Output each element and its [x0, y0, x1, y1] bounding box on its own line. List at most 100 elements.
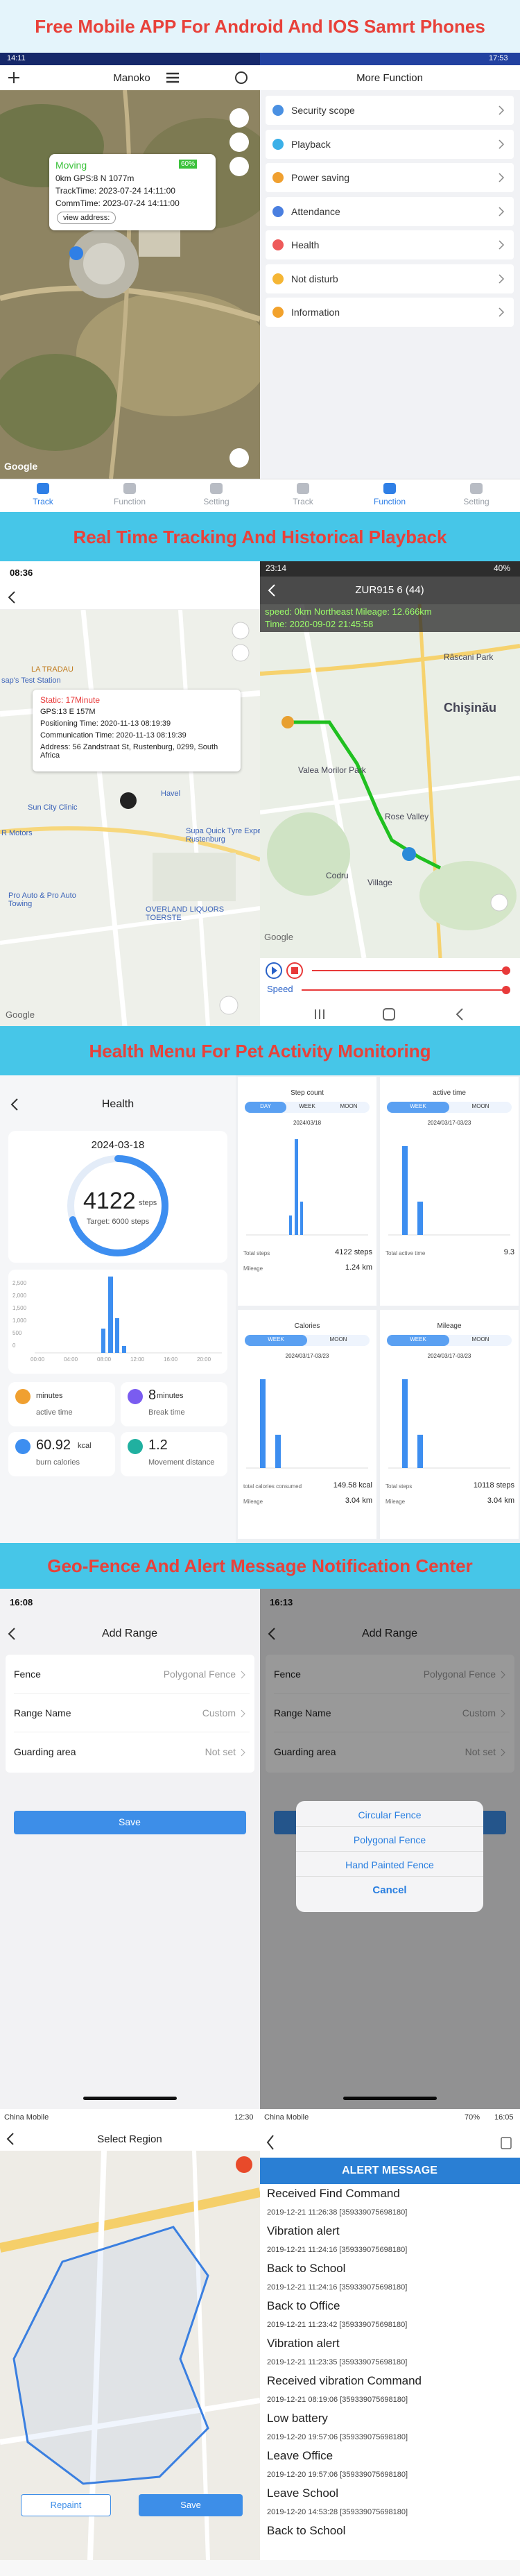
stat-label: Break time — [148, 1408, 185, 1417]
shape — [241, 1709, 245, 1718]
chevron — [501, 1748, 506, 1757]
row-label: Total active time — [385, 1250, 426, 1256]
save-button — [139, 2494, 243, 2516]
shape — [241, 1709, 245, 1718]
row-value: 4122 steps — [335, 1248, 372, 1256]
panel-bars — [246, 1365, 368, 1469]
x-label: 08:00 — [97, 1356, 112, 1363]
tab-active — [245, 1102, 286, 1113]
alert-time: 2019-12-20 14:53:28 [359339075698180] — [267, 2508, 408, 2516]
tab-icon — [470, 483, 483, 494]
shape — [0, 610, 260, 1026]
panel-title: Calories — [294, 1322, 320, 1330]
shape — [139, 229, 180, 257]
menu-icon — [272, 105, 284, 116]
header-title: Manoko — [113, 72, 150, 84]
shape — [315, 1009, 324, 1019]
shape — [0, 826, 261, 862]
shape — [0, 354, 118, 451]
alert-title: Back to School — [267, 2524, 346, 2537]
nav-bar — [260, 1003, 520, 1026]
shape — [490, 894, 508, 912]
field-value: Not set — [465, 1746, 496, 1757]
row-value: 9.3 — [503, 1248, 514, 1256]
shape — [402, 847, 416, 861]
header-title: Add Range — [101, 1628, 158, 1639]
header-title: ZUR915 6 (44) — [355, 584, 424, 596]
alert-time: 2019-12-21 11:24:16 [359339075698180] — [267, 2246, 408, 2254]
panel-bars — [388, 1365, 510, 1469]
field-value: Custom — [462, 1707, 496, 1718]
panel-title: Step count — [291, 1089, 324, 1097]
title: ALERT MESSAGE — [342, 2165, 437, 2176]
map-label: sap's Test Station — [1, 676, 61, 685]
positioning-time: Positioning Time: 2020-11-13 08:19:39 — [40, 719, 171, 728]
menu-icon — [272, 239, 284, 250]
chevron — [241, 1709, 246, 1718]
map-label: Pro Auto & Pro Auto Towing — [8, 892, 76, 908]
shape — [166, 72, 179, 83]
shape — [295, 1139, 298, 1235]
shape — [241, 1748, 245, 1757]
dialog-option: Polygonal Fence — [353, 1834, 426, 1845]
carrier: China Mobile — [4, 2113, 49, 2122]
status-bar — [0, 561, 260, 585]
status: Moving — [55, 160, 87, 171]
shape — [288, 720, 442, 870]
shape — [266, 2135, 512, 2150]
y-label: 1,000 — [12, 1317, 27, 1324]
save-label: Save — [180, 2500, 201, 2510]
shape — [219, 996, 239, 1015]
repaint-label: Repaint — [50, 2500, 82, 2510]
shape — [80, 609, 128, 1027]
dialog-cancel: Cancel — [372, 1884, 407, 1896]
divider — [296, 1876, 483, 1877]
shape — [12, 2226, 209, 2485]
shape — [501, 1671, 505, 1679]
row-value: 10118 steps — [473, 1481, 514, 1490]
shape — [0, 2187, 261, 2253]
menu-label: Not disturb — [291, 273, 338, 284]
shape — [499, 139, 505, 149]
shape — [315, 1008, 463, 1021]
shape — [120, 792, 137, 809]
shape — [0, 89, 277, 479]
shape — [6, 2133, 14, 2145]
chevron — [498, 273, 505, 284]
status-time: 16:08 — [10, 1597, 33, 1607]
y-label: 500 — [12, 1330, 22, 1336]
shape — [502, 986, 510, 994]
shape — [499, 173, 505, 182]
alert-title: Received vibration Command — [267, 2374, 422, 2387]
field-label: Guarding area — [14, 1746, 76, 1757]
shape — [0, 2150, 261, 2561]
hour-bars — [35, 1277, 222, 1354]
row-value: 3.04 km — [345, 1496, 372, 1505]
shape — [153, 853, 236, 901]
form — [266, 1655, 514, 1773]
street-map — [259, 604, 520, 959]
gps: 0km GPS:8 N 1077m — [55, 173, 135, 183]
status-time: 16:05 — [494, 2113, 514, 2122]
tab-label: Setting — [203, 497, 229, 506]
menu-icon — [272, 307, 284, 318]
stat-value: 1.2 — [148, 1438, 168, 1453]
shape — [383, 1008, 395, 1021]
shape — [499, 206, 505, 216]
shape — [419, 861, 517, 930]
info-bar — [260, 604, 520, 632]
shape — [268, 1628, 275, 1640]
target: Target: 6000 steps — [86, 1218, 150, 1226]
shape — [0, 906, 261, 945]
shape — [83, 243, 125, 284]
home-indicator — [83, 2097, 177, 2100]
alert-title: Vibration alert — [267, 2337, 340, 2350]
shape — [122, 1346, 126, 1353]
stat-label: burn calories — [36, 1458, 80, 1467]
header — [260, 2127, 520, 2158]
alert-time: 2019-12-21 11:23:42 [359339075698180] — [267, 2321, 408, 2329]
shape — [499, 173, 505, 182]
carrier: China Mobile — [264, 2113, 309, 2122]
banner-title: Health Menu For Pet Activity Monitoring — [89, 1040, 431, 1061]
shape — [229, 133, 249, 152]
